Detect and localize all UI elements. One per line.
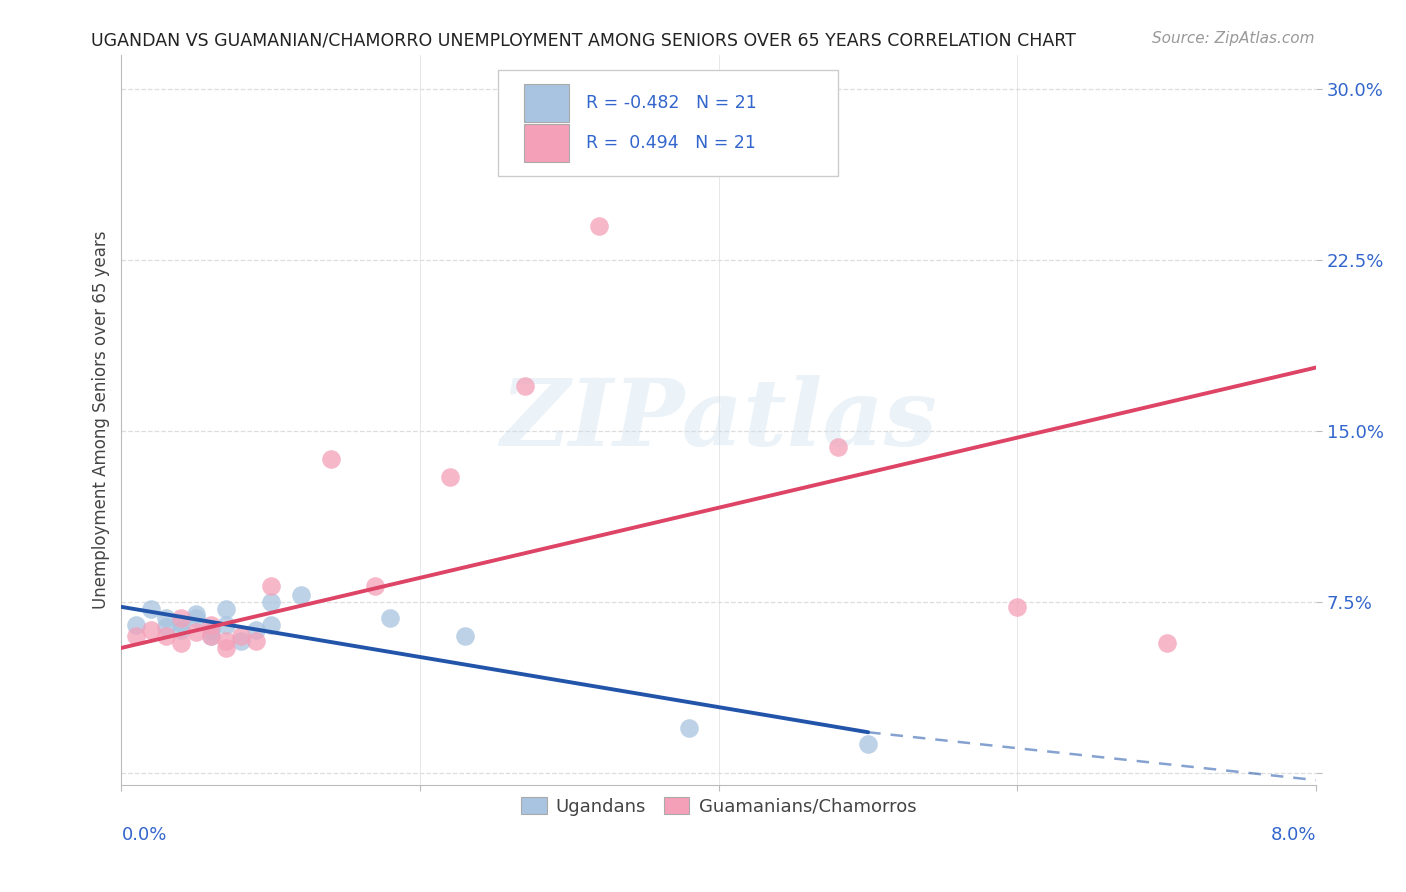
- Point: [215, 640, 238, 655]
- Point: [260, 579, 283, 593]
- Point: [215, 634, 238, 648]
- FancyBboxPatch shape: [524, 124, 569, 161]
- Point: [1156, 636, 1178, 650]
- Point: [380, 611, 402, 625]
- Point: [290, 589, 312, 603]
- Point: [260, 618, 283, 632]
- Point: [229, 634, 252, 648]
- Point: [141, 602, 163, 616]
- Point: [319, 451, 342, 466]
- Point: [184, 624, 207, 639]
- Text: R =  0.494   N = 21: R = 0.494 N = 21: [586, 134, 756, 152]
- Point: [1007, 599, 1029, 614]
- Point: [125, 618, 148, 632]
- Point: [827, 440, 849, 454]
- Point: [245, 634, 267, 648]
- Point: [260, 595, 283, 609]
- Point: [513, 378, 536, 392]
- Point: [155, 611, 177, 625]
- Text: ZIPatlas: ZIPatlas: [501, 375, 938, 465]
- Point: [245, 623, 267, 637]
- Point: [155, 620, 177, 634]
- Point: [364, 579, 387, 593]
- Point: [200, 618, 222, 632]
- Point: [141, 623, 163, 637]
- Point: [215, 618, 238, 632]
- Y-axis label: Unemployment Among Seniors over 65 years: Unemployment Among Seniors over 65 years: [93, 231, 110, 609]
- Point: [856, 737, 879, 751]
- Point: [170, 615, 193, 630]
- Text: Source: ZipAtlas.com: Source: ZipAtlas.com: [1152, 31, 1315, 46]
- Point: [170, 623, 193, 637]
- Point: [170, 636, 193, 650]
- Point: [184, 607, 207, 621]
- Point: [678, 721, 700, 735]
- Text: 0.0%: 0.0%: [121, 826, 167, 844]
- Text: UGANDAN VS GUAMANIAN/CHAMORRO UNEMPLOYMENT AMONG SENIORS OVER 65 YEARS CORRELATI: UGANDAN VS GUAMANIAN/CHAMORRO UNEMPLOYME…: [91, 31, 1076, 49]
- Point: [200, 630, 222, 644]
- FancyBboxPatch shape: [498, 70, 838, 176]
- Point: [200, 623, 222, 637]
- Text: 8.0%: 8.0%: [1271, 826, 1316, 844]
- Point: [588, 219, 610, 234]
- Point: [215, 602, 238, 616]
- FancyBboxPatch shape: [524, 84, 569, 121]
- Point: [229, 630, 252, 644]
- Legend: Ugandans, Guamanians/Chamorros: Ugandans, Guamanians/Chamorros: [515, 789, 924, 823]
- Point: [454, 630, 477, 644]
- Point: [170, 611, 193, 625]
- Point: [184, 611, 207, 625]
- Point: [439, 470, 461, 484]
- Text: R = -0.482   N = 21: R = -0.482 N = 21: [586, 94, 756, 112]
- Point: [155, 630, 177, 644]
- Point: [200, 630, 222, 644]
- Point: [125, 630, 148, 644]
